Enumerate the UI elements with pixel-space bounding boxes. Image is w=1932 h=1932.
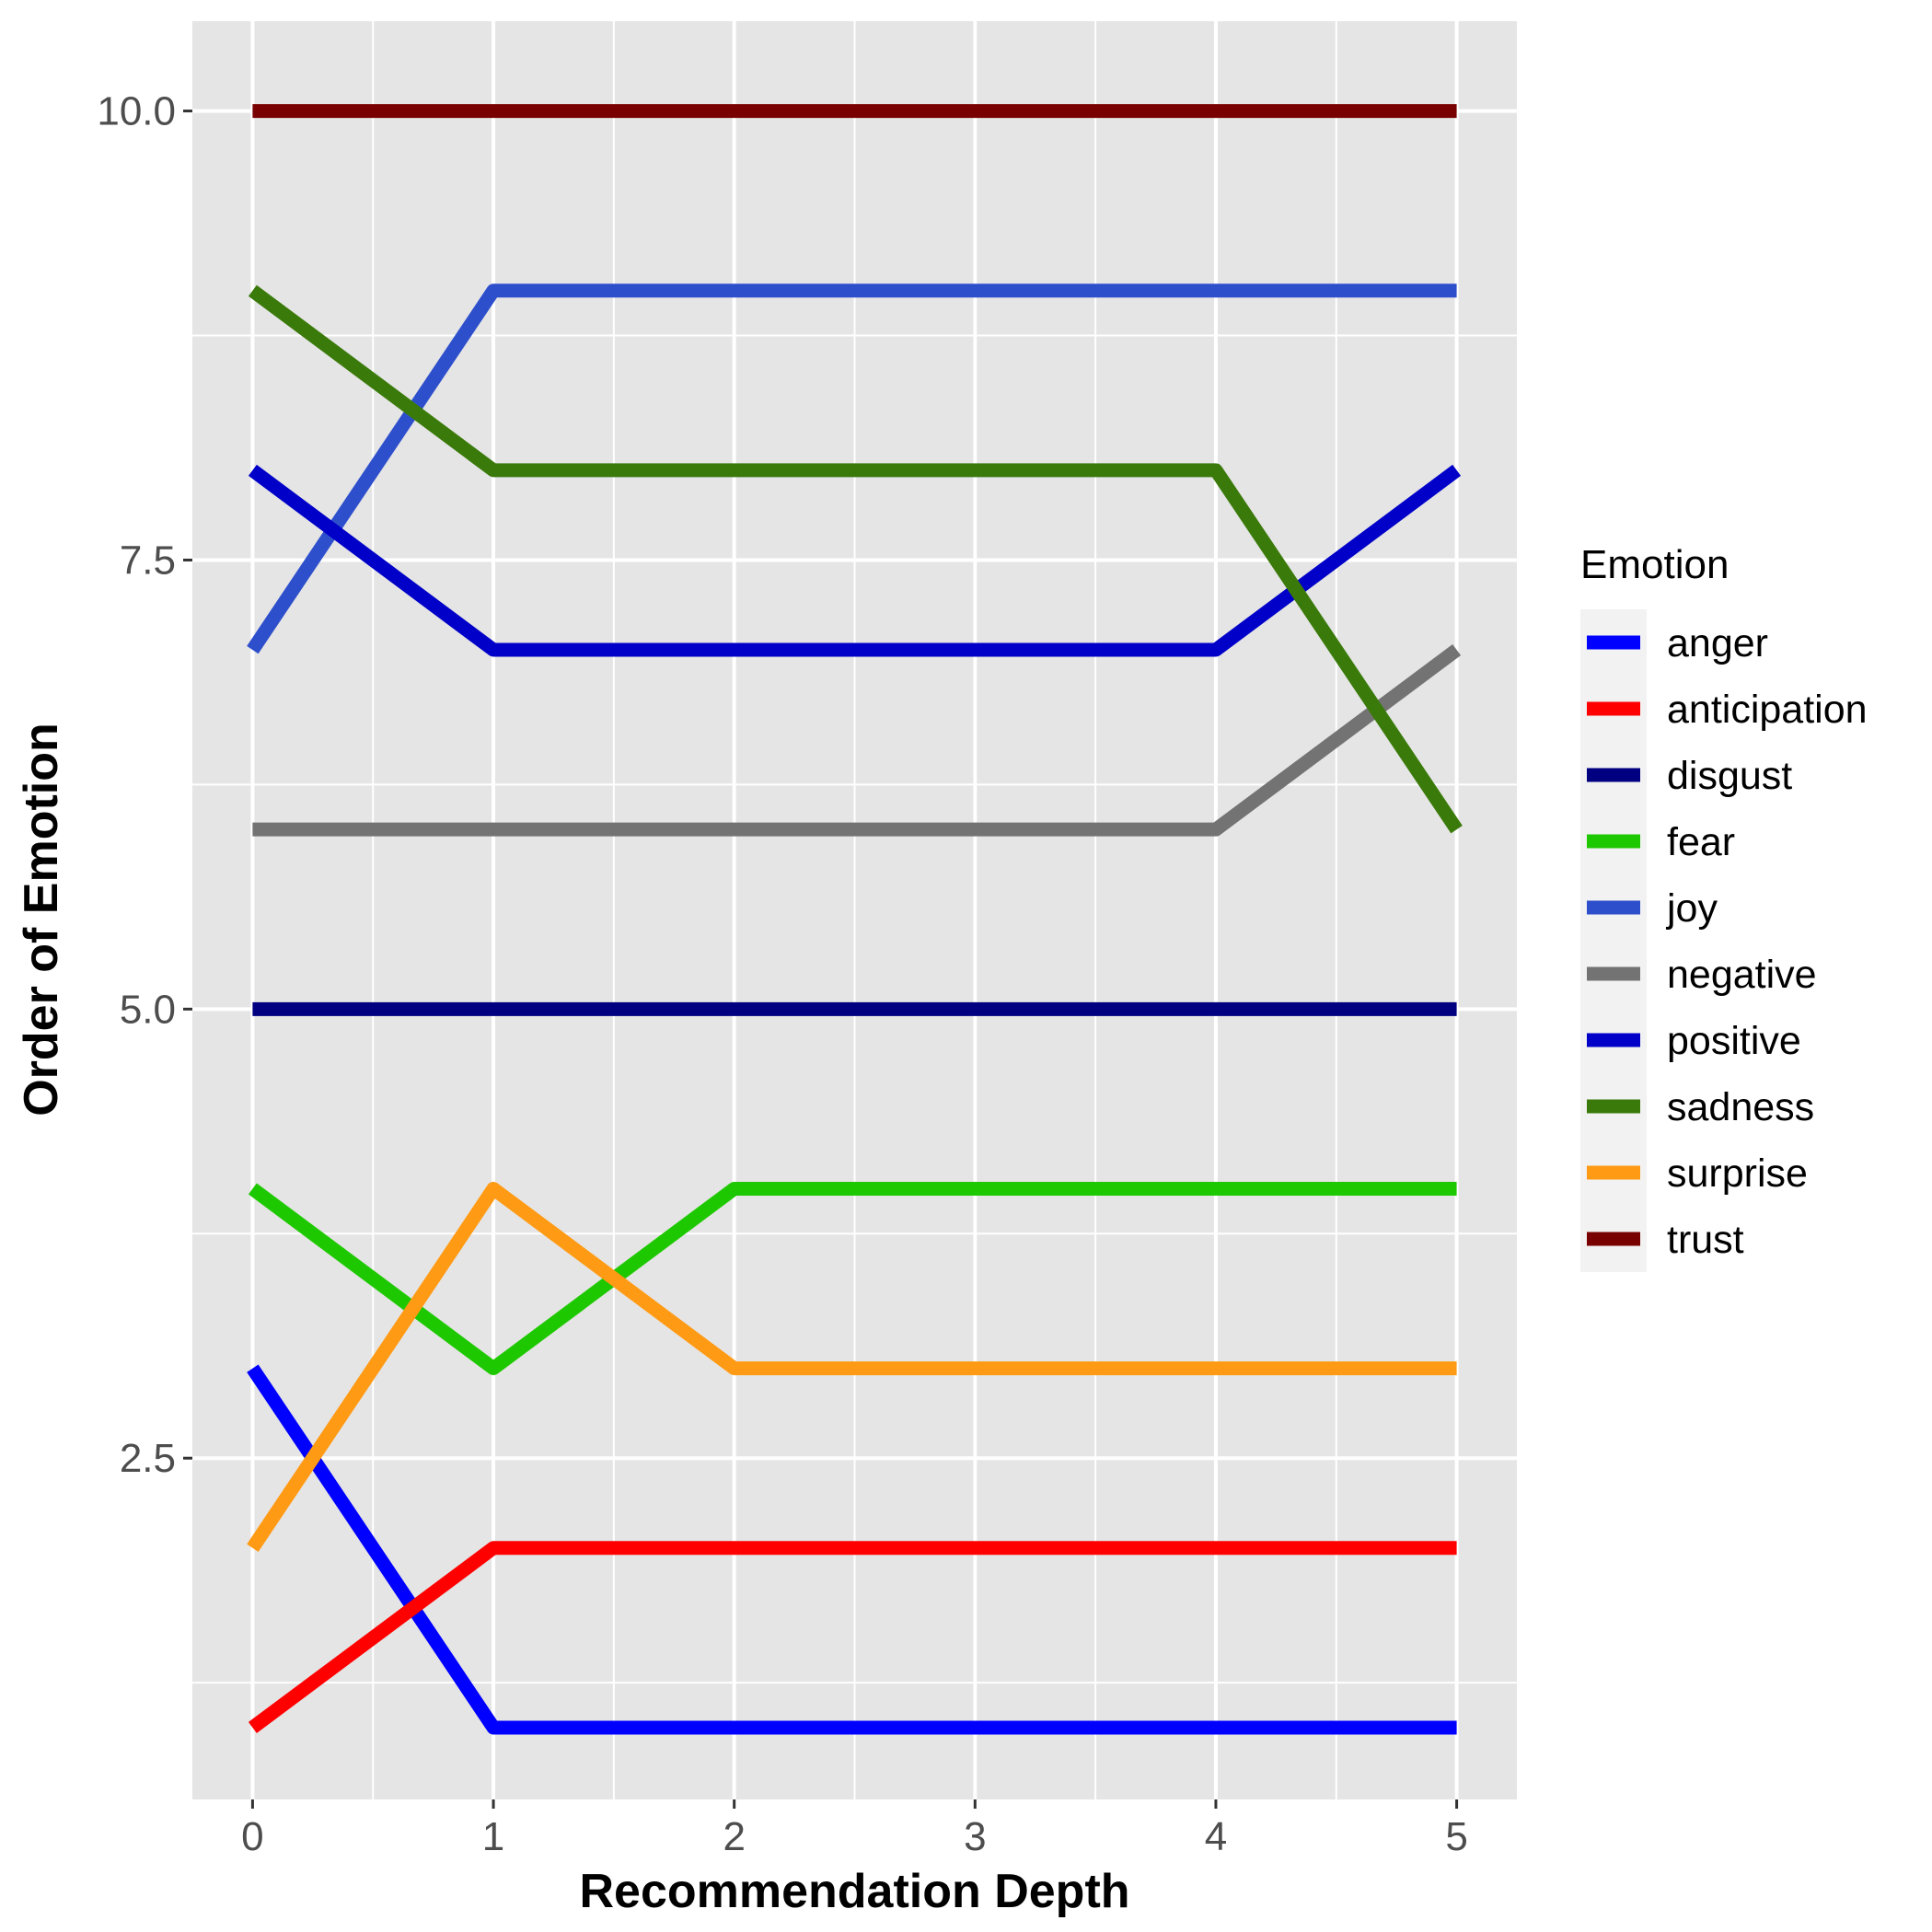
legend-label-positive: positive [1667, 1019, 1801, 1063]
y-axis-title: Order of Emotion [15, 723, 68, 1116]
y-tick-label: 7.5 [120, 538, 176, 583]
legend-label-fear: fear [1667, 820, 1735, 864]
legend: Emotion anger anticipation disgust fear joy n… [1580, 542, 1868, 1272]
series-lines [247, 104, 1463, 1735]
x-tick-label: 0 [241, 1814, 263, 1859]
legend-title: Emotion [1580, 542, 1729, 587]
y-tick-label: 5.0 [120, 987, 176, 1032]
x-tick-label: 4 [1205, 1814, 1227, 1859]
x-tick-label: 5 [1445, 1814, 1467, 1859]
series-line-surprise [247, 1181, 1457, 1552]
legend-label-anger: anger [1667, 621, 1768, 665]
legend-label-joy: joy [1665, 886, 1718, 931]
series-line-joy [247, 283, 1457, 654]
y-tick-label: 2.5 [120, 1436, 176, 1481]
legend-label-trust: trust [1667, 1218, 1744, 1262]
series-line-fear [248, 1181, 1457, 1376]
series-line-negative [252, 644, 1462, 837]
x-axis-title: Recommendation Depth [579, 1865, 1129, 1918]
series-line-anticipation [248, 1541, 1457, 1733]
x-tick-label: 2 [723, 1814, 745, 1859]
legend-label-surprise: surprise [1667, 1151, 1808, 1196]
legend-label-anticipation: anticipation [1667, 688, 1868, 732]
legend-label-disgust: disgust [1667, 754, 1792, 798]
legend-key-background [1580, 609, 1647, 1272]
series-line-sadness [248, 284, 1463, 834]
axis-ticks: 0 1 2 3 4 5 2.5 5.0 7.5 10.0 [97, 89, 1467, 1859]
y-tick-label: 10.0 [97, 89, 176, 134]
x-tick-label: 3 [964, 1814, 986, 1859]
legend-label-sadness: sadness [1667, 1085, 1814, 1129]
series-line-positive [248, 464, 1462, 657]
series-line-anger [247, 1364, 1457, 1735]
x-tick-label: 1 [482, 1814, 504, 1859]
legend-label-negative: negative [1667, 953, 1817, 997]
